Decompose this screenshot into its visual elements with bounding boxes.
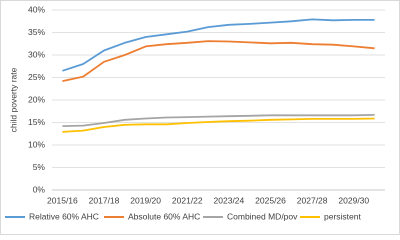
x-tick-label: 2021/22 <box>172 195 203 205</box>
y-tick-label: 25% <box>28 72 45 82</box>
line-series <box>62 117 375 133</box>
x-tick-label: 2029/30 <box>338 195 369 205</box>
line-series <box>62 114 375 127</box>
y-tick-label: 10% <box>28 139 45 149</box>
legend-label: Relative 60% AHC <box>29 211 99 221</box>
x-tick-label: 2019/20 <box>130 195 161 205</box>
page: child poverty rate 0% 5% 10% 15% 20% 25% 30% 35… <box>0 0 400 235</box>
x-tick-label: 2017/18 <box>89 195 120 205</box>
legend-label: persistent <box>324 211 361 221</box>
legend-label: Combined MD/pov <box>227 211 298 221</box>
y-tick-label: 35% <box>28 27 45 37</box>
chart: child poverty rate 0% 5% 10% 15% 20% 25% 30% 35… <box>0 0 400 235</box>
y-tick-label: 30% <box>28 49 45 59</box>
y-tick-label: 20% <box>28 94 45 104</box>
x-tick-label: 2027/28 <box>297 195 328 205</box>
x-tick-label: 2023/24 <box>214 195 245 205</box>
legend-label: Absolute 60% AHC <box>128 211 200 221</box>
x-tick-label: 2015/16 <box>47 195 78 205</box>
y-tick-label: 5% <box>33 162 46 172</box>
line-series <box>62 40 375 82</box>
y-axis-title: child poverty rate <box>8 67 18 132</box>
y-tick-label: 0% <box>33 184 46 194</box>
y-tick-label: 15% <box>28 117 45 127</box>
x-tick-label: 2025/26 <box>255 195 286 205</box>
line-series <box>62 18 375 72</box>
y-tick-label: 40% <box>28 4 45 14</box>
